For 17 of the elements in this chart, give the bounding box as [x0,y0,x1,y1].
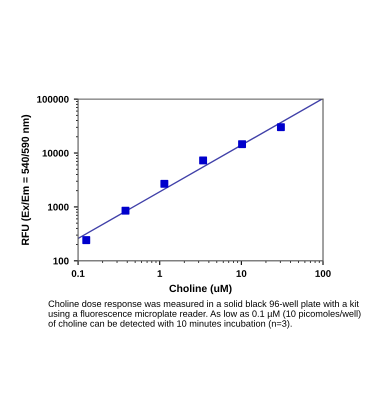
y-tick-label: 10000 [42,150,69,157]
point [199,156,208,164]
y-tick-label: 100 [53,258,69,264]
y-tick-label: 1000 [48,204,69,211]
x-axis-title: Choline (uM) [169,284,232,294]
y-tick-label: 100000 [37,96,69,103]
point [82,236,90,244]
point [160,180,168,188]
x-tick-label: 1 [158,270,162,277]
x-tick-label: 100 [316,270,331,277]
y-axis-title: RFU (Ex/Em = 540/590 nm) [21,114,32,245]
point [238,140,246,148]
x-tick-label: 0.1 [72,270,85,277]
x-tick-label: 10 [236,270,246,277]
point [276,123,285,132]
text: Choline dose response was measured in a solid black 96-well plate with a kit using a fluorescence microplate reader. As low as 0.1 µM (10 picomoles/well) of choline can be detected with 10 minutes incubation (n=3). [48,300,361,329]
point [122,206,130,215]
